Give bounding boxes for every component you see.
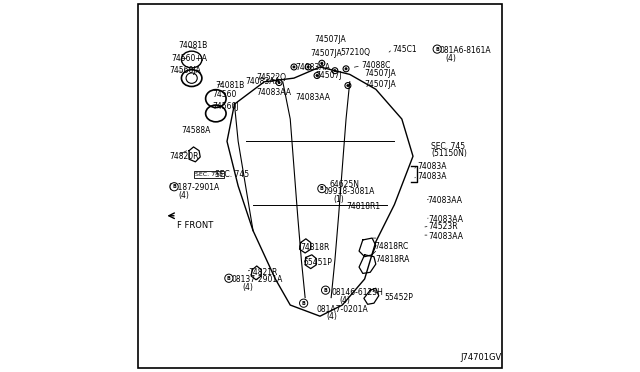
Circle shape — [345, 68, 347, 70]
Text: 55452P: 55452P — [384, 293, 413, 302]
Circle shape — [321, 62, 323, 64]
Text: B: B — [435, 46, 439, 52]
Text: 74560: 74560 — [212, 90, 237, 99]
Text: (51150N): (51150N) — [431, 149, 467, 158]
Circle shape — [318, 185, 326, 193]
Text: 74507J: 74507J — [316, 71, 342, 80]
Text: 74820R: 74820R — [170, 152, 199, 161]
Text: B: B — [227, 276, 231, 281]
Text: 74818R1: 74818R1 — [346, 202, 380, 211]
Text: F FRONT: F FRONT — [177, 221, 213, 230]
Text: J74701GV: J74701GV — [461, 353, 502, 362]
Text: (4): (4) — [178, 191, 189, 200]
Text: 74523R: 74523R — [428, 222, 458, 231]
Text: B: B — [301, 301, 305, 306]
Text: 74818RA: 74818RA — [376, 255, 410, 264]
Text: 74818RC: 74818RC — [374, 242, 408, 251]
Circle shape — [307, 66, 309, 68]
Text: 09918-3081A: 09918-3081A — [324, 187, 375, 196]
Text: 74081B: 74081B — [215, 81, 244, 90]
Text: 081A6-8161A: 081A6-8161A — [439, 46, 491, 55]
Text: 74083AA: 74083AA — [257, 88, 292, 97]
Text: SEC. 745: SEC. 745 — [195, 171, 223, 177]
Text: 08187-2901A: 08187-2901A — [168, 183, 220, 192]
Text: 74083AA: 74083AA — [427, 196, 462, 205]
Text: 745C1: 745C1 — [392, 45, 417, 54]
Text: 74083AA: 74083AA — [428, 232, 463, 241]
Circle shape — [433, 45, 441, 53]
Text: 74507JA: 74507JA — [310, 49, 342, 58]
FancyBboxPatch shape — [138, 4, 502, 368]
Text: 74507JA: 74507JA — [365, 69, 396, 78]
Text: 74560JA: 74560JA — [170, 66, 201, 75]
Circle shape — [278, 81, 280, 84]
Text: 64625N: 64625N — [330, 180, 359, 189]
Text: 081A7-0201A: 081A7-0201A — [316, 305, 368, 314]
Text: 74083AA: 74083AA — [429, 215, 463, 224]
Text: 74821R: 74821R — [248, 268, 278, 277]
Text: (4): (4) — [339, 296, 350, 305]
Text: 74083A: 74083A — [417, 172, 447, 181]
Text: (4): (4) — [326, 312, 337, 321]
Text: B: B — [172, 184, 176, 189]
Text: B: B — [320, 186, 324, 191]
Text: 74507JA: 74507JA — [314, 35, 346, 44]
Text: 74088C: 74088C — [362, 61, 391, 70]
Text: 74081B: 74081B — [178, 41, 207, 50]
Circle shape — [170, 183, 179, 191]
Text: 74588A: 74588A — [182, 126, 211, 135]
Text: 74083A: 74083A — [417, 162, 447, 171]
Text: 74818R: 74818R — [300, 243, 330, 252]
Text: (4): (4) — [242, 283, 253, 292]
Circle shape — [300, 299, 308, 307]
Circle shape — [225, 274, 233, 282]
Circle shape — [334, 70, 336, 72]
Text: 55451P: 55451P — [303, 258, 333, 267]
Text: 08146-6125H: 08146-6125H — [331, 288, 383, 297]
Circle shape — [316, 74, 318, 77]
Circle shape — [321, 286, 330, 294]
Text: 57210Q: 57210Q — [340, 48, 371, 57]
Circle shape — [293, 66, 295, 68]
Text: 74560J: 74560J — [212, 102, 239, 110]
Text: 74083AA: 74083AA — [296, 63, 331, 72]
Circle shape — [347, 84, 349, 87]
Text: 74083AA: 74083AA — [245, 77, 280, 86]
Text: SEC. 745: SEC. 745 — [215, 170, 249, 179]
Text: 74522Q: 74522Q — [257, 73, 287, 81]
Text: SEC. 745: SEC. 745 — [431, 142, 465, 151]
Text: 74507JA: 74507JA — [364, 80, 396, 89]
Text: 74560+A: 74560+A — [172, 54, 207, 63]
Text: 74083AA: 74083AA — [296, 93, 331, 102]
Text: B: B — [324, 288, 328, 293]
Text: (4): (4) — [445, 54, 456, 63]
Text: 08137-2901A: 08137-2901A — [232, 275, 283, 284]
Text: (1): (1) — [333, 195, 344, 203]
